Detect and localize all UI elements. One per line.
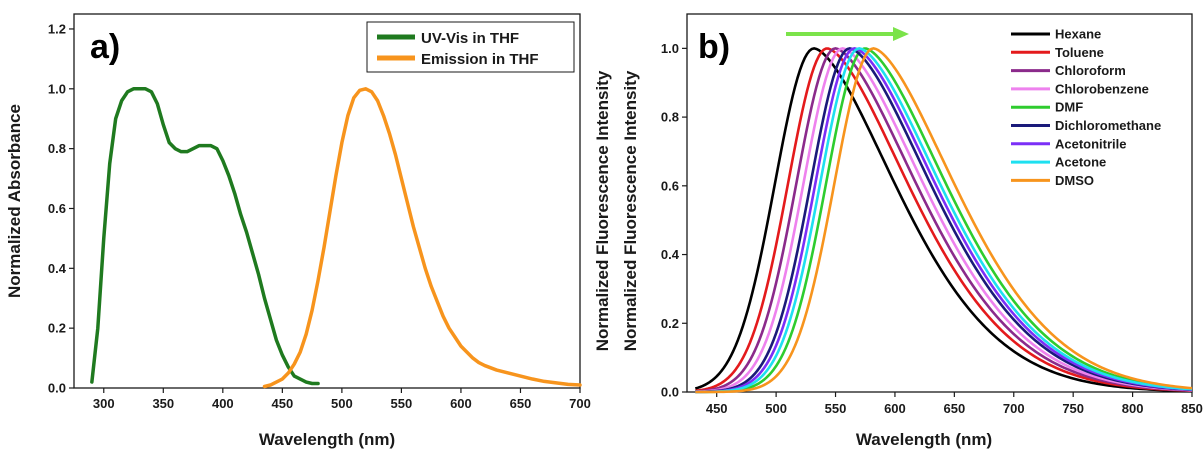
panel-a-x-tick-label: 300 [93,396,115,411]
panel-a-x-tick-label: 600 [450,396,472,411]
panel-b-curve-dichloromethane [695,47,1193,394]
panel-b-label: b) [698,28,730,66]
panel-a-y-tick-label: 0.0 [48,381,66,396]
panel-a-legend: UV-Vis in THF Emission in THF [366,21,575,73]
panel-b-x-tick-label: 500 [765,401,787,416]
panel-a-x-tick-label: 350 [152,396,174,411]
panel-a-y-tick-label: 0.8 [48,141,66,156]
panel-a-x-tick-label: 700 [569,396,591,411]
panel-a-legend-box [366,21,575,73]
panel-b-x-tick-label: 450 [706,401,728,416]
panel-b-y-tick-label: 0.8 [661,110,679,125]
panel-b-legend-label: Dichloromethane [1055,118,1161,133]
panel-b-series [694,47,1193,394]
panel-b-y-tick-label: 0.6 [661,178,679,193]
panel-b-legend: Hexane Toluene Chloroform Chlorobenzene DMF D… [1011,27,1161,188]
panel-a-y-tick-label: 0.6 [48,201,66,216]
panel-a-plot-frame [73,13,581,389]
panel-b-curve-toluene [695,47,1193,393]
panel-a-x-tick-label: 500 [331,396,353,411]
panel-a-ticks: 300 350 400 450 500 550 600 650 700 0.0 0.2 0.4 0.6 0… [48,21,591,411]
panel-b-curve-chloroform [695,47,1193,393]
panel-b-legend-label: DMF [1055,100,1083,115]
panel-b-legend-label: Acetonitrile [1055,136,1127,151]
panel-b-x-tick-label: 700 [1003,401,1025,416]
panel-b-legend-label: Chlorobenzene [1055,81,1149,96]
panel-b-y-axis-title-outer: Normalized Fluorescence Intensity [593,70,612,351]
panel-b-legend-label: DMSO [1055,173,1094,188]
panel-b-curve-acetonitrile [695,47,1193,394]
panel-a-y-tick-label: 0.2 [48,321,66,336]
panel-a-x-axis-title: Wavelength (nm) [259,430,395,449]
panel-b-y-tick-label: 0.2 [661,316,679,331]
panel-a-legend-label-uvvis: UV-Vis in THF [421,30,519,47]
panel-a-y-tick-label: 0.4 [48,261,67,276]
panel-b-y-tick-label: 0.0 [661,385,679,400]
panel-a-x-tick-label: 450 [272,396,294,411]
panel-a-series [90,87,582,389]
panel-b-curve-dmso [695,47,1193,394]
panel-b-legend-label: Toluene [1055,45,1104,60]
panel-b-ticks: 450 500 550 600 650 700 750 800 850 0.0 0.2 0.4 0.6 0… [661,41,1203,416]
panel-a-x-tick-label: 400 [212,396,234,411]
panel-a-y-axis-title: Normalized Absorbance [5,104,24,298]
panel-b-curve-hexane [694,47,1193,393]
panel-b-curve-dmf [695,47,1193,394]
panel-a-legend-label-emission: Emission in THF [421,51,539,68]
panel-b-legend-label: Chloroform [1055,63,1126,78]
panel-b-x-tick-label: 800 [1122,401,1144,416]
panel-a-uvvis-curve [90,87,320,386]
panel-a-emission-curve [262,87,582,389]
panel-b-x-tick-label: 600 [884,401,906,416]
red-shift-arrow-head [893,27,909,41]
panel-b-x-tick-label: 850 [1181,401,1203,416]
panel-b-y-axis-title-inner: Normalized Fluorescence Intensity [621,70,640,351]
panel-a-label: a) [90,28,120,66]
panel-b-legend-label: Hexane [1055,27,1101,42]
red-shift-arrow [786,27,909,41]
panel-b-chart: b) 450 500 550 600 650 700 750 800 850 0.0 0.2 0.4 0… [593,13,1203,449]
panel-a-x-tick-label: 550 [391,396,413,411]
panel-b-plot-frame [686,13,1193,393]
panel-a-x-tick-label: 650 [510,396,532,411]
panel-b-x-axis-title: Wavelength (nm) [856,430,992,449]
panel-b-curve-acetone [695,47,1193,394]
panel-b-x-tick-label: 550 [825,401,847,416]
panel-b-curve-chlorobenzene [695,47,1193,393]
panel-a-y-tick-label: 1.2 [48,21,66,36]
panel-b-y-tick-label: 1.0 [661,41,679,56]
panel-a-y-tick-label: 1.0 [48,81,66,96]
panel-b-y-tick-label: 0.4 [661,247,680,262]
panel-b-legend-label: Acetone [1055,155,1106,170]
panel-b-x-tick-label: 650 [944,401,966,416]
panel-b-x-tick-label: 750 [1062,401,1084,416]
panel-a-chart: a) 300 350 400 450 500 550 600 650 700 0.0 0.2 0.4 0… [5,13,591,449]
